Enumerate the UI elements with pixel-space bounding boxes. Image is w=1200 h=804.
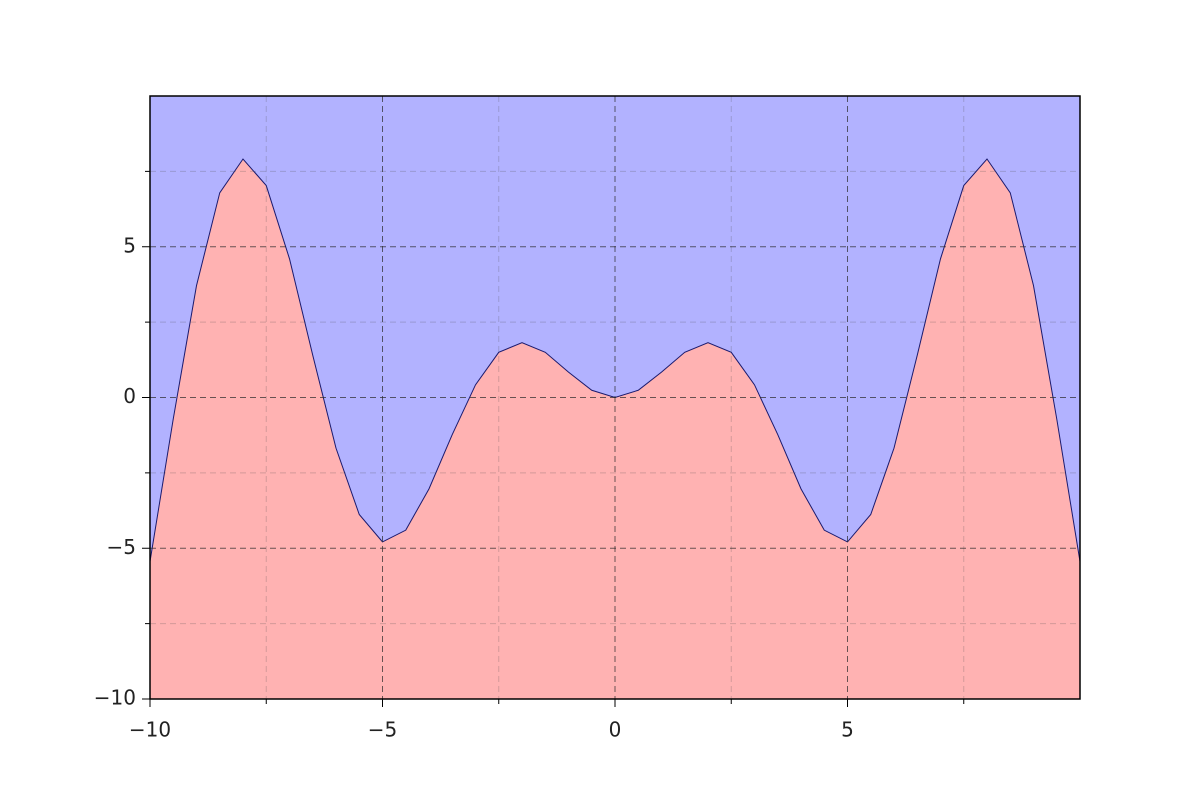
x-tick-label: −10 — [129, 718, 171, 742]
y-tick-label: 0 — [123, 384, 136, 408]
x-tick-label: −5 — [368, 718, 397, 742]
y-tick-label: −10 — [94, 686, 136, 710]
y-tick-label: 5 — [123, 233, 136, 257]
x-tick-label: 5 — [841, 718, 854, 742]
plot-frame — [149, 95, 1081, 700]
x-tick-label: 0 — [609, 718, 622, 742]
y-tick-label: −5 — [107, 535, 136, 559]
